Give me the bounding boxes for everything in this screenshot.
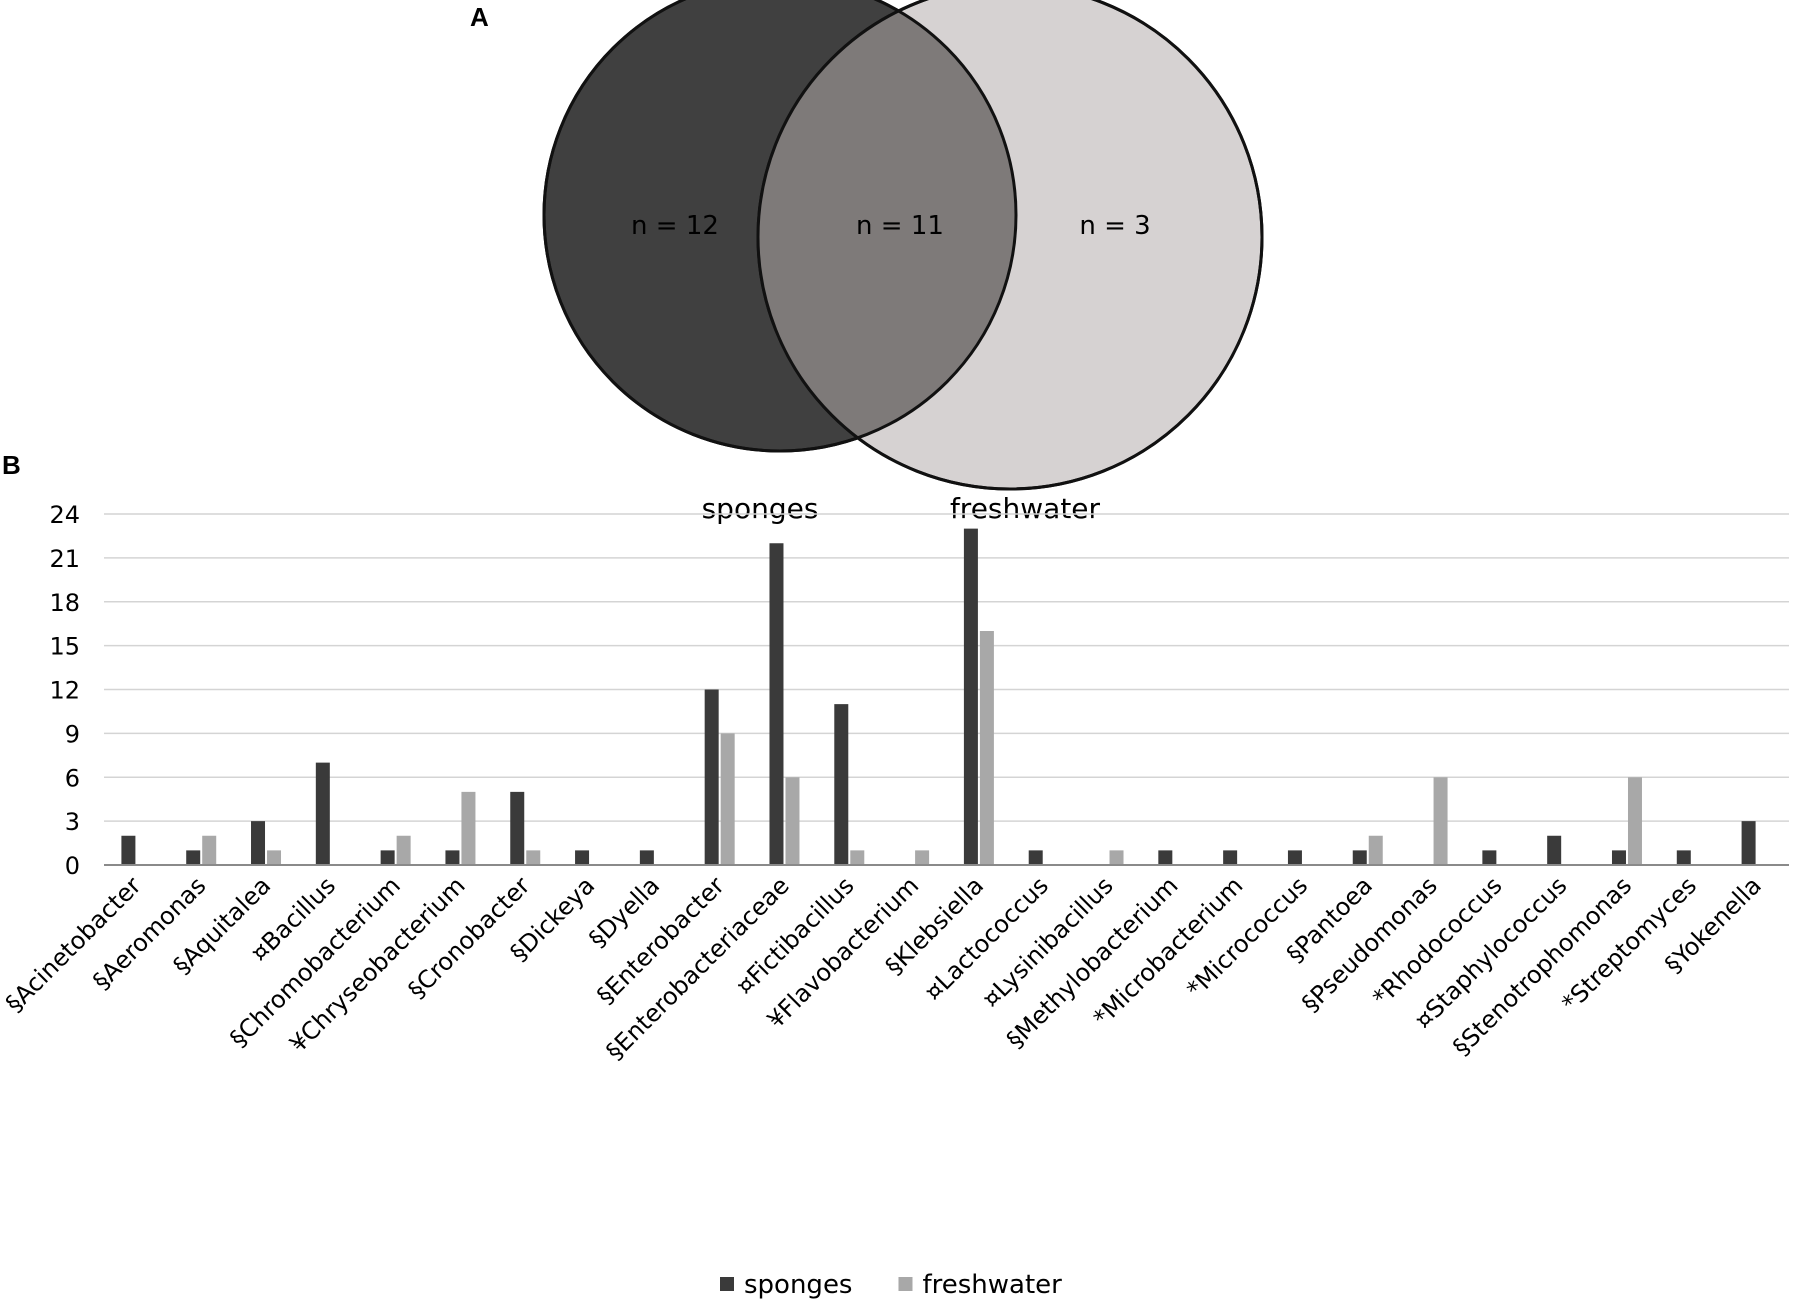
bar-freshwater [461,791,476,865]
bar-sponges [380,850,395,865]
bar-sponges [1611,850,1626,865]
bar-sponges [963,528,978,865]
bar-sponges [1028,850,1043,865]
bar-freshwater [915,850,930,865]
y-tick-label: 6 [65,764,80,792]
legend: sponges freshwater [720,1270,1062,1300]
y-tick-label: 15 [49,633,80,661]
bar-freshwater [979,631,994,865]
panel-b-label: B [2,450,21,480]
bar-freshwater [1109,850,1124,865]
bar-sponges [1741,821,1756,865]
venn-left-count: n = 12 [631,211,719,241]
x-tick-label: §Aeromonas [88,871,212,995]
bar-sponges [575,850,590,865]
bar-sponges [121,835,136,865]
legend-label-sponges: sponges [744,1270,852,1300]
bar-sponges [1482,850,1497,865]
legend-label-freshwater: freshwater [922,1270,1062,1300]
bar-sponges [1158,850,1173,865]
venn-overlap [758,0,1016,451]
bar-sponges [186,850,201,865]
bar-sponges [1547,835,1562,865]
y-tick-label: 3 [65,808,80,836]
y-tick-label: 24 [49,501,80,529]
venn-diagram: n = 12 n = 11 n = 3 sponges freshwater [542,0,1264,525]
bar-sponges [1223,850,1238,865]
venn-intersection-count: n = 11 [856,211,944,241]
y-tick-label: 18 [49,589,80,617]
bar-sponges [769,543,784,865]
y-axis-tick-labels: 0 3 6 9 12 15 18 21 24 [49,501,80,880]
y-tick-label: 21 [49,545,80,573]
bar-freshwater [1368,835,1383,865]
bar-sponges [510,791,525,865]
venn-label-freshwater: freshwater [950,492,1101,525]
venn-right-count: n = 3 [1079,211,1150,241]
bar-freshwater [267,850,282,865]
bar-freshwater [1433,777,1448,865]
bar-freshwater [720,733,735,865]
bar-freshwater [202,835,217,865]
venn-outline-sponges [542,0,1018,453]
legend-swatch-freshwater [898,1277,913,1291]
bar-sponges [704,689,719,865]
bar-freshwater [526,850,541,865]
venn-outline-freshwater [756,0,1264,491]
legend-swatch-sponges [720,1277,734,1291]
y-tick-label: 12 [49,677,80,705]
bar-sponges [251,821,266,865]
bar-freshwater [785,777,800,865]
bar-sponges [1676,850,1691,865]
y-tick-label: 9 [65,720,80,748]
bar-freshwater [396,835,411,865]
gridlines [104,513,1789,822]
bar-sponges [315,762,330,865]
x-axis-tick-labels: §Acinetobacter§Aeromonas§Aquitalea¤Bacil… [0,871,1767,1065]
bar-chart: 0 3 6 9 12 15 18 21 24 §Acinetobacter§Aeromonas§… [0,501,1789,1300]
bar-freshwater [1627,777,1642,865]
y-tick-label: 0 [65,852,80,880]
bar-sponges [1287,850,1302,865]
venn-label-sponges: sponges [702,492,819,525]
panel-a-label: A [470,2,489,32]
bar-freshwater [850,850,865,865]
bar-sponges [1352,850,1367,865]
bars [121,528,1756,865]
bar-sponges [639,850,654,865]
bar-sponges [445,850,460,865]
bar-sponges [834,704,849,865]
